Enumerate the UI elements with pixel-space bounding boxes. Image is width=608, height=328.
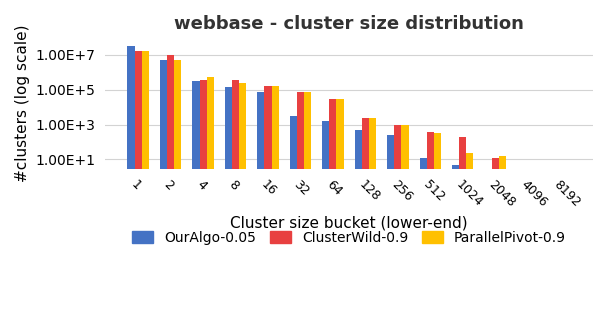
Bar bbox=[207, 77, 214, 328]
Title: webbase - cluster size distribution: webbase - cluster size distribution bbox=[174, 15, 524, 33]
Bar bbox=[134, 51, 142, 328]
Bar bbox=[290, 116, 297, 328]
Bar bbox=[167, 55, 174, 328]
Bar bbox=[362, 118, 369, 328]
Bar bbox=[401, 125, 409, 328]
Bar bbox=[466, 153, 474, 328]
Bar bbox=[354, 130, 362, 328]
Bar bbox=[369, 118, 376, 328]
Bar bbox=[142, 51, 149, 328]
Legend: OurAlgo-0.05, ClusterWild-0.9, ParallelPivot-0.9: OurAlgo-0.05, ClusterWild-0.9, ParallelP… bbox=[126, 225, 572, 251]
Bar bbox=[199, 80, 207, 328]
Bar bbox=[336, 99, 344, 328]
Bar bbox=[174, 60, 181, 328]
Bar bbox=[257, 92, 264, 328]
Bar bbox=[427, 132, 434, 328]
Bar bbox=[264, 86, 272, 328]
Bar bbox=[330, 99, 336, 328]
Bar bbox=[434, 133, 441, 328]
Bar bbox=[272, 86, 278, 328]
Bar bbox=[394, 125, 401, 328]
Bar bbox=[160, 60, 167, 328]
Bar bbox=[232, 80, 239, 328]
Bar bbox=[192, 81, 199, 328]
Bar bbox=[304, 92, 311, 328]
Bar bbox=[459, 137, 466, 328]
Bar bbox=[485, 169, 492, 328]
Bar bbox=[564, 169, 571, 328]
Bar bbox=[492, 158, 499, 328]
Bar bbox=[322, 121, 330, 328]
Bar bbox=[297, 92, 304, 328]
Bar bbox=[128, 47, 134, 328]
Bar bbox=[387, 135, 394, 328]
X-axis label: Cluster size bucket (lower-end): Cluster size bucket (lower-end) bbox=[230, 215, 468, 231]
Bar bbox=[499, 156, 506, 328]
Y-axis label: #clusters (log scale): #clusters (log scale) bbox=[15, 24, 30, 182]
Bar bbox=[225, 87, 232, 328]
Bar bbox=[239, 83, 246, 328]
Bar bbox=[452, 165, 459, 328]
Bar bbox=[420, 158, 427, 328]
